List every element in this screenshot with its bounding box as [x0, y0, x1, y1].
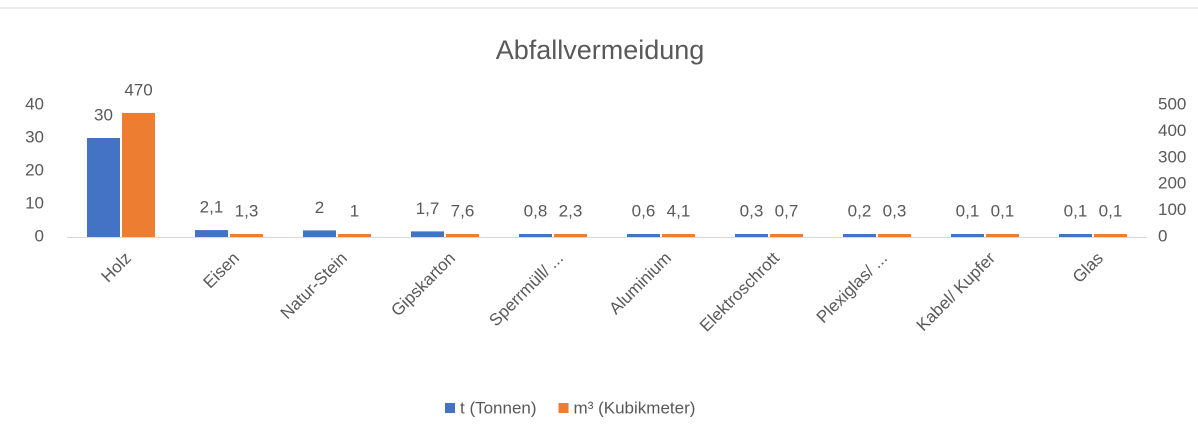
bar	[519, 234, 552, 237]
value-label: 0,3	[883, 201, 907, 220]
y-tick-label: 40	[25, 94, 44, 113]
bar	[986, 234, 1019, 237]
bar	[735, 234, 768, 237]
value-label: 0,1	[956, 201, 980, 220]
bar	[230, 234, 263, 237]
value-label: 30	[94, 105, 113, 124]
value-label: 0,1	[1064, 201, 1088, 220]
x-tick-label: Kabel/ Kupfer	[913, 248, 1000, 335]
x-tick-label: Holz	[98, 249, 135, 286]
bar	[195, 230, 228, 237]
y2-tick-label: 500	[1158, 94, 1186, 113]
value-label: 1,3	[235, 201, 259, 220]
bar	[1094, 234, 1127, 237]
x-tick-label: Aluminium	[605, 249, 675, 319]
value-label: 0,2	[848, 201, 872, 220]
y2-tick-label: 0	[1158, 226, 1167, 245]
y2-tick-label: 300	[1158, 147, 1186, 166]
bar	[770, 234, 803, 237]
value-label: 1,7	[416, 199, 440, 218]
value-label: 2	[315, 198, 324, 217]
x-tick-label: Eisen	[199, 249, 243, 293]
bar	[843, 234, 876, 237]
value-label: 2,1	[200, 198, 224, 217]
bar	[554, 234, 587, 237]
y2-tick-label: 100	[1158, 200, 1186, 219]
bar	[87, 138, 120, 237]
y-tick-label: 10	[25, 193, 44, 212]
value-label: 0,1	[991, 201, 1015, 220]
bar	[1059, 234, 1092, 237]
legend-label: t (Tonnen)	[460, 398, 537, 417]
value-label: 0,8	[524, 201, 548, 220]
y-tick-label: 30	[25, 127, 44, 146]
bar	[446, 234, 479, 237]
bar	[338, 234, 371, 237]
bar	[411, 231, 444, 237]
value-label: 4,1	[667, 201, 691, 220]
bar	[627, 234, 660, 237]
x-tick-label: Gipskarton	[387, 249, 459, 321]
x-tick-label: Natur-Stein	[277, 249, 351, 323]
x-tick-label: Elektroschrott	[696, 248, 783, 335]
bar	[122, 112, 155, 237]
value-label: 2,3	[559, 201, 583, 220]
legend-swatch	[445, 403, 455, 413]
x-tick-label: Glas	[1069, 249, 1107, 287]
x-tick-label: Sperrmüll/ ...	[485, 249, 567, 331]
y-tick-label: 0	[35, 226, 44, 245]
bar	[878, 234, 911, 237]
bar	[662, 234, 695, 237]
y-tick-label: 20	[25, 160, 44, 179]
chart-title: Abfallvermeidung	[496, 35, 705, 65]
value-label: 0,7	[775, 201, 799, 220]
x-tick-label: Plexiglas/ ...	[813, 249, 891, 327]
legend-swatch	[558, 403, 569, 413]
value-label: 0,1	[1099, 201, 1123, 220]
bar	[303, 230, 336, 237]
value-label: 470	[124, 80, 152, 99]
value-label: 7,6	[451, 201, 475, 220]
y2-tick-label: 200	[1158, 174, 1186, 193]
value-label: 0,6	[632, 201, 656, 220]
legend-label: m³ (Kubikmeter)	[574, 398, 696, 417]
value-label: 1	[350, 201, 359, 220]
y2-tick-label: 400	[1158, 121, 1186, 140]
value-label: 0,3	[740, 201, 764, 220]
bar	[951, 234, 984, 237]
